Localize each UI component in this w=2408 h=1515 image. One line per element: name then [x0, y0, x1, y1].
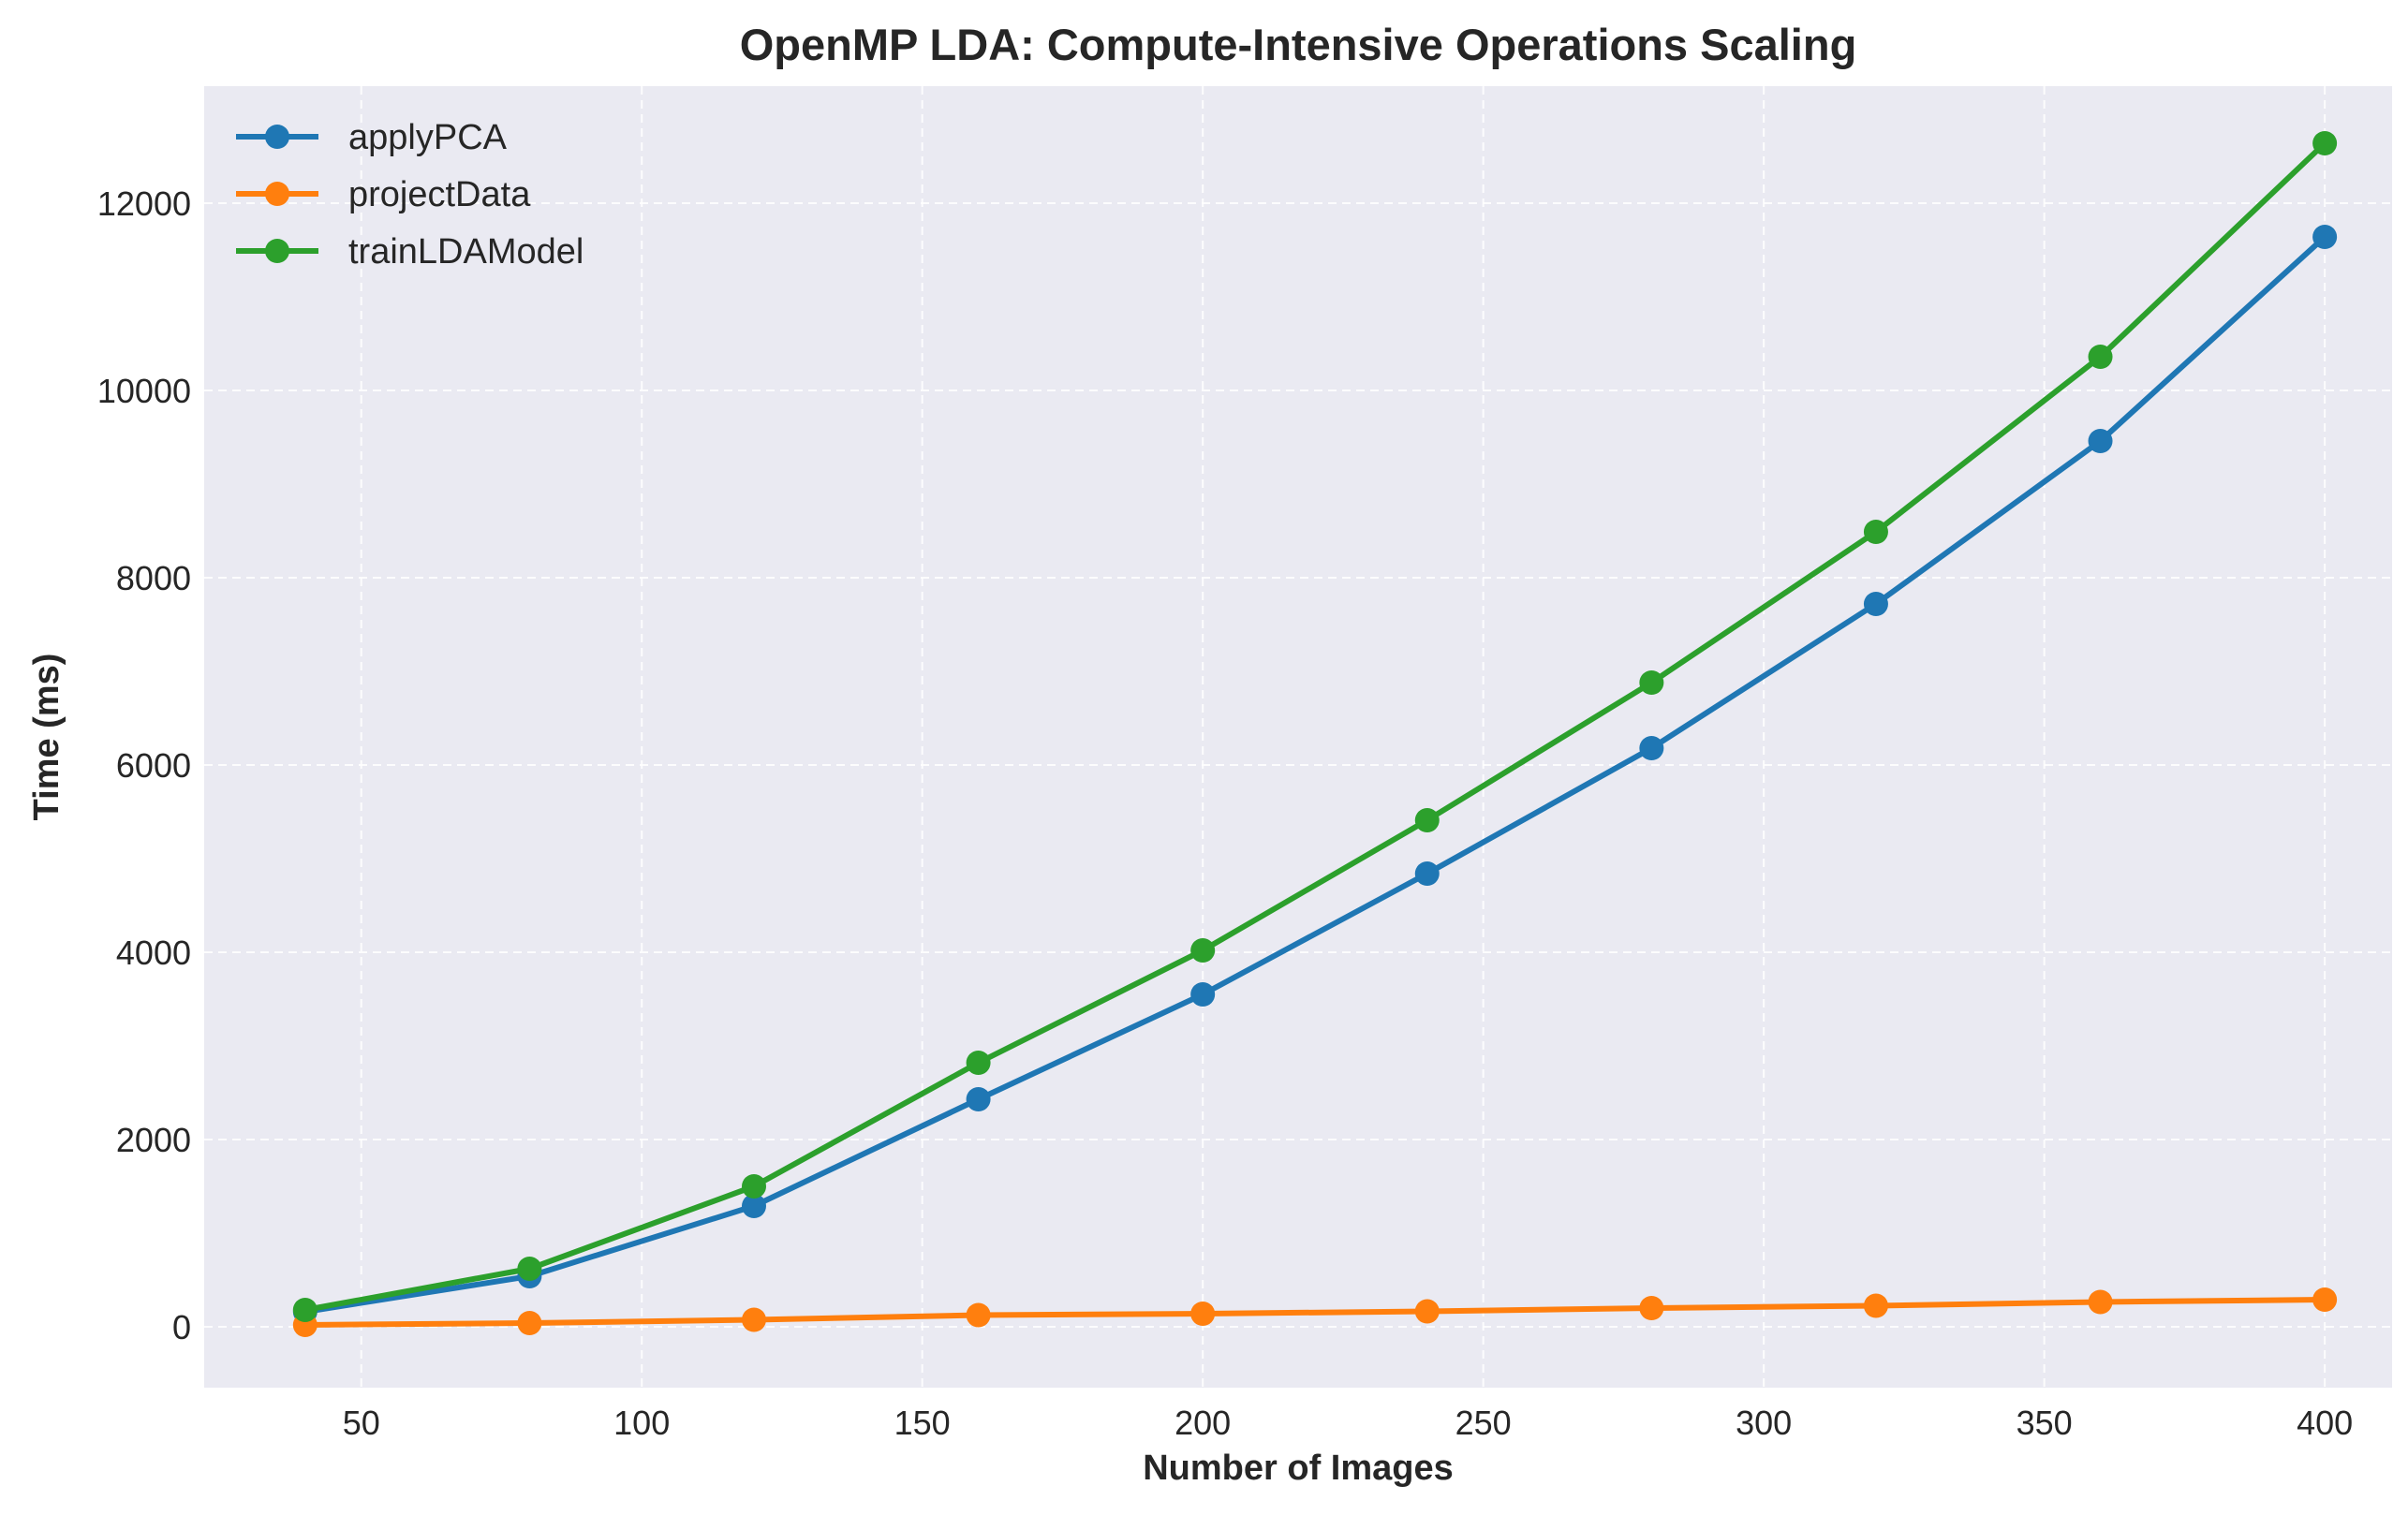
- data-point: [1639, 736, 1664, 760]
- data-point: [966, 1302, 991, 1328]
- data-point: [1414, 1299, 1440, 1324]
- data-point: [741, 1194, 766, 1218]
- data-point: [966, 1051, 991, 1075]
- plot-background: [204, 86, 2392, 1388]
- y-tick-label: 2000: [116, 1121, 191, 1159]
- data-point: [1190, 938, 1216, 963]
- chart-title: OpenMP LDA: Compute-Intensive Operations…: [740, 20, 1857, 69]
- series-line: [302, 140, 2328, 1313]
- data-point: [2088, 429, 2113, 453]
- data-point: [1639, 670, 1664, 695]
- y-axis-label: Time (ms): [27, 654, 66, 821]
- y-tick-label: 6000: [116, 746, 191, 785]
- grid: [204, 86, 2392, 1388]
- data-point: [1863, 592, 1888, 616]
- x-tick-label: 300: [1736, 1404, 1792, 1442]
- data-point: [517, 1311, 542, 1335]
- series-projectData: [292, 1287, 2338, 1337]
- legend-item: applyPCA: [236, 118, 508, 157]
- x-tick-label: 250: [1455, 1404, 1512, 1442]
- y-tick-label: 8000: [116, 559, 191, 597]
- data-point: [741, 1174, 766, 1199]
- data-point: [2312, 131, 2338, 155]
- y-tick-label: 0: [172, 1308, 191, 1346]
- series-trainLDAModel: [292, 131, 2338, 1322]
- y-tick-label: 4000: [116, 934, 191, 972]
- data-point: [741, 1307, 766, 1332]
- x-tick-label: 350: [2017, 1404, 2073, 1442]
- data-point: [2312, 225, 2338, 249]
- legend-label: projectData: [348, 175, 531, 214]
- x-tick-label: 100: [613, 1404, 670, 1442]
- data-point: [2088, 345, 2113, 369]
- data-point: [1190, 982, 1216, 1007]
- data-point: [1863, 520, 1888, 544]
- data-point: [2312, 1287, 2338, 1312]
- tick-labels: 50 100 150 200 250 300 350 40002000400060008000…: [97, 184, 2353, 1442]
- legend-item: trainLDAModel: [236, 232, 584, 272]
- x-axis-label: Number of Images: [1143, 1449, 1454, 1488]
- data-point: [2088, 1289, 2113, 1315]
- legend-marker: [265, 239, 289, 263]
- x-tick-label: 200: [1174, 1404, 1231, 1442]
- data-point: [1414, 861, 1440, 886]
- series-line: [302, 234, 2328, 1315]
- data-point: [966, 1087, 991, 1111]
- y-tick-label: 10000: [97, 372, 191, 410]
- legend-marker: [265, 182, 289, 206]
- x-tick-label: 50: [343, 1404, 380, 1442]
- legend-marker: [265, 125, 289, 149]
- data-point: [1414, 808, 1440, 832]
- data-point: [1190, 1302, 1216, 1326]
- data-point: [517, 1257, 542, 1281]
- data-point: [1863, 1293, 1888, 1318]
- legend: applyPCA projectData trainLDAModel: [236, 118, 584, 272]
- legend-label: trainLDAModel: [348, 232, 584, 272]
- x-tick-label: 400: [2297, 1404, 2353, 1442]
- data-point: [292, 1298, 318, 1322]
- x-tick-label: 150: [894, 1404, 951, 1442]
- legend-label: applyPCA: [348, 118, 508, 157]
- data-point: [1639, 1296, 1664, 1320]
- series-layer: [292, 131, 2338, 1337]
- legend-item: projectData: [236, 175, 531, 214]
- series-line: [302, 1297, 2328, 1328]
- y-tick-label: 12000: [97, 184, 191, 223]
